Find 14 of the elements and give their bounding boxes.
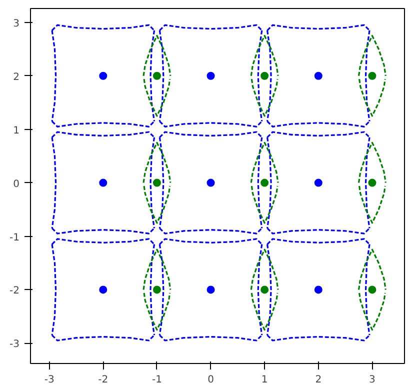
x-tick-label: 1 <box>261 374 268 386</box>
y-tick-label: -2 <box>10 286 20 297</box>
y-tick-label: 0 <box>13 178 20 190</box>
x-tick-label: -1 <box>152 374 162 386</box>
x-tick-label: -3 <box>44 374 54 386</box>
y-tick-label: 1 <box>13 125 20 136</box>
x-tick-label: 2 <box>315 374 322 386</box>
x-tick-label: -2 <box>98 374 108 386</box>
y-tick-label: -3 <box>10 339 20 350</box>
x-tick-label: 0 <box>208 374 214 386</box>
y-tick-label: -1 <box>10 232 20 244</box>
x-tick-label: 3 <box>369 374 376 386</box>
y-tick-label: 2 <box>13 72 20 83</box>
y-tick-label: 3 <box>13 18 20 30</box>
